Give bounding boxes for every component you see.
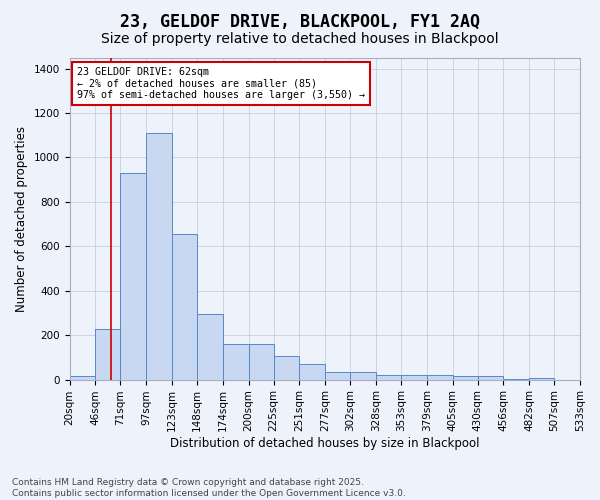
Bar: [529, 378, 554, 380]
Bar: [146, 133, 172, 380]
Bar: [350, 372, 376, 380]
Text: Contains HM Land Registry data © Crown copyright and database right 2025.
Contai: Contains HM Land Registry data © Crown c…: [12, 478, 406, 498]
Bar: [248, 344, 274, 380]
Bar: [274, 356, 299, 380]
Text: Size of property relative to detached houses in Blackpool: Size of property relative to detached ho…: [101, 32, 499, 46]
Bar: [172, 234, 197, 380]
Bar: [452, 376, 478, 380]
Bar: [120, 173, 146, 380]
Bar: [478, 376, 503, 380]
Bar: [197, 314, 223, 380]
Text: 23 GELDOF DRIVE: 62sqm
← 2% of detached houses are smaller (85)
97% of semi-deta: 23 GELDOF DRIVE: 62sqm ← 2% of detached …: [77, 67, 365, 100]
Bar: [95, 329, 120, 380]
Bar: [70, 376, 95, 380]
Bar: [401, 374, 427, 380]
Bar: [223, 344, 248, 380]
Bar: [376, 374, 401, 380]
Y-axis label: Number of detached properties: Number of detached properties: [15, 126, 28, 312]
Bar: [299, 364, 325, 380]
Bar: [427, 374, 452, 380]
Bar: [325, 372, 350, 380]
Text: 23, GELDOF DRIVE, BLACKPOOL, FY1 2AQ: 23, GELDOF DRIVE, BLACKPOOL, FY1 2AQ: [120, 12, 480, 30]
X-axis label: Distribution of detached houses by size in Blackpool: Distribution of detached houses by size …: [170, 437, 479, 450]
